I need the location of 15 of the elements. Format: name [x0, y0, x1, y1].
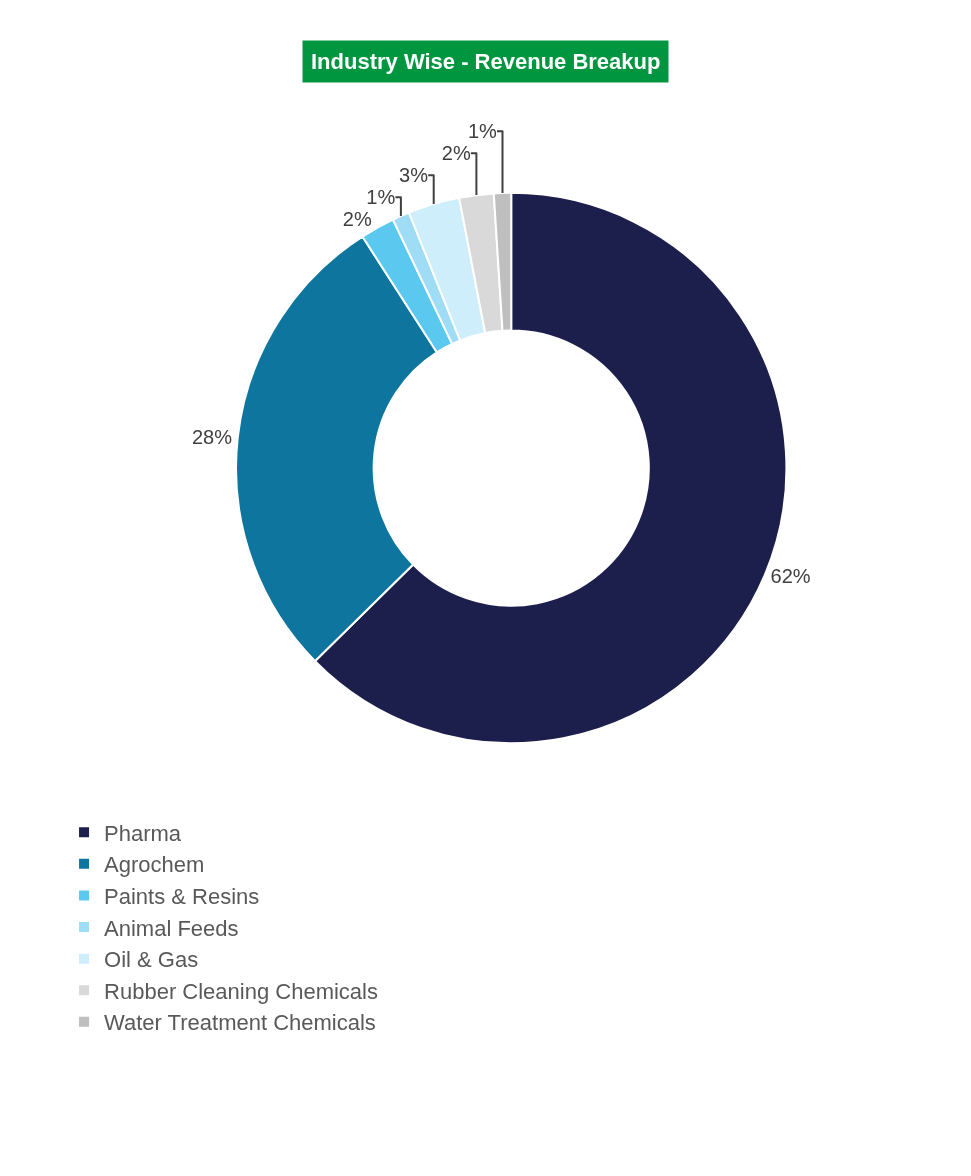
data-label: 2%	[441, 142, 471, 165]
legend-label: Water Treatment Chemicals	[104, 1010, 376, 1036]
data-label: 62%	[770, 565, 811, 588]
data-label: 28%	[192, 426, 233, 449]
data-label: 3%	[399, 164, 429, 187]
legend-label: Pharma	[104, 820, 182, 846]
legend-label: Oil & Gas	[104, 947, 199, 973]
data-label: 2%	[342, 208, 372, 231]
legend-label: Animal Feeds	[104, 915, 239, 941]
chart-title: Industry Wise - Revenue Breakup	[311, 49, 661, 74]
legend-label: Rubber Cleaning Chemicals	[104, 978, 378, 1004]
data-label: 1%	[366, 186, 396, 209]
data-label: 1%	[467, 120, 497, 143]
legend-label: Agrochem	[104, 852, 205, 878]
legend-label: Paints & Resins	[104, 884, 260, 910]
